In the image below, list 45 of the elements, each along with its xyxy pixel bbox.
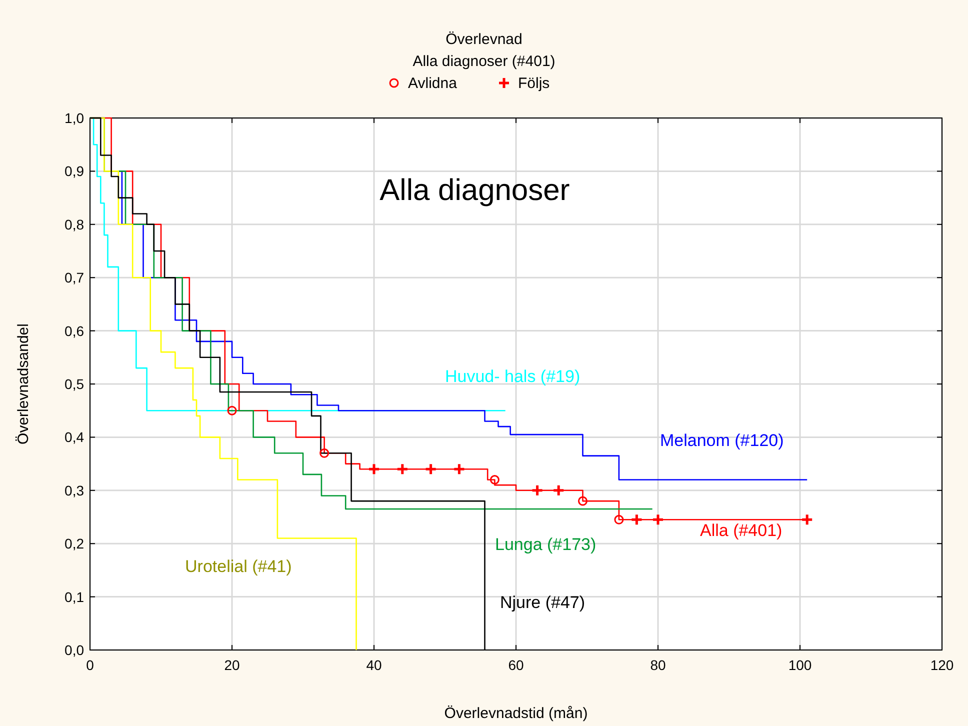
- point: [652, 513, 664, 526]
- x-tick-label: 0: [86, 657, 94, 673]
- x-tick-label: 120: [930, 657, 954, 673]
- point: [490, 475, 500, 485]
- series-label: Huvud- hals (#19): [445, 367, 580, 386]
- y-axis-title: Överlevnadsandel: [15, 324, 32, 444]
- series-label: Alla (#401): [700, 521, 782, 540]
- y-tick-label: 0,8: [64, 216, 84, 232]
- y-tick-label: 0,4: [64, 429, 84, 446]
- point: [368, 462, 380, 476]
- series-label: Urotelial (#41): [185, 557, 292, 576]
- x-tick-label: 20: [224, 657, 240, 673]
- point: [552, 484, 565, 497]
- legend-label: Avlidna: [408, 75, 458, 92]
- point: [531, 484, 544, 497]
- x-tick-label: 100: [788, 657, 812, 673]
- annotation: Alla diagnoser: [380, 174, 570, 207]
- point: [452, 462, 466, 476]
- series-label: Melanom (#120): [660, 431, 784, 450]
- x-tick-label: 80: [650, 657, 666, 673]
- point: [227, 406, 237, 416]
- chart-title: Överlevnad: [446, 31, 522, 48]
- point: [800, 513, 814, 526]
- y-tick-label: 0,6: [64, 322, 84, 339]
- y-tick-label: 0,2: [64, 536, 84, 552]
- point: [396, 462, 409, 476]
- point: [578, 496, 588, 506]
- y-tick-label: 0,3: [64, 482, 84, 498]
- point: [424, 462, 438, 476]
- y-tick-label: 0,1: [64, 588, 84, 605]
- y-tick-label: 0,5: [64, 376, 84, 392]
- chart-subtitle: Alla diagnoser (#401): [412, 53, 556, 70]
- x-tick-label: 40: [366, 657, 382, 673]
- y-tick-label: 1,0: [64, 110, 84, 126]
- x-tick-label: 60: [508, 657, 524, 673]
- series-label: Njure (#47): [500, 593, 586, 612]
- x-axis-title: Överlevnadstid (mån): [444, 705, 588, 722]
- point: [320, 448, 330, 458]
- y-tick-label: 0,7: [64, 270, 84, 286]
- y-tick-label: 0,0: [64, 642, 84, 658]
- legend-label: Följs: [518, 75, 550, 92]
- y-tick-label: 0,9: [64, 163, 84, 180]
- point: [630, 513, 643, 526]
- series-label: Lunga (#173): [495, 535, 596, 554]
- point: [614, 514, 624, 524]
